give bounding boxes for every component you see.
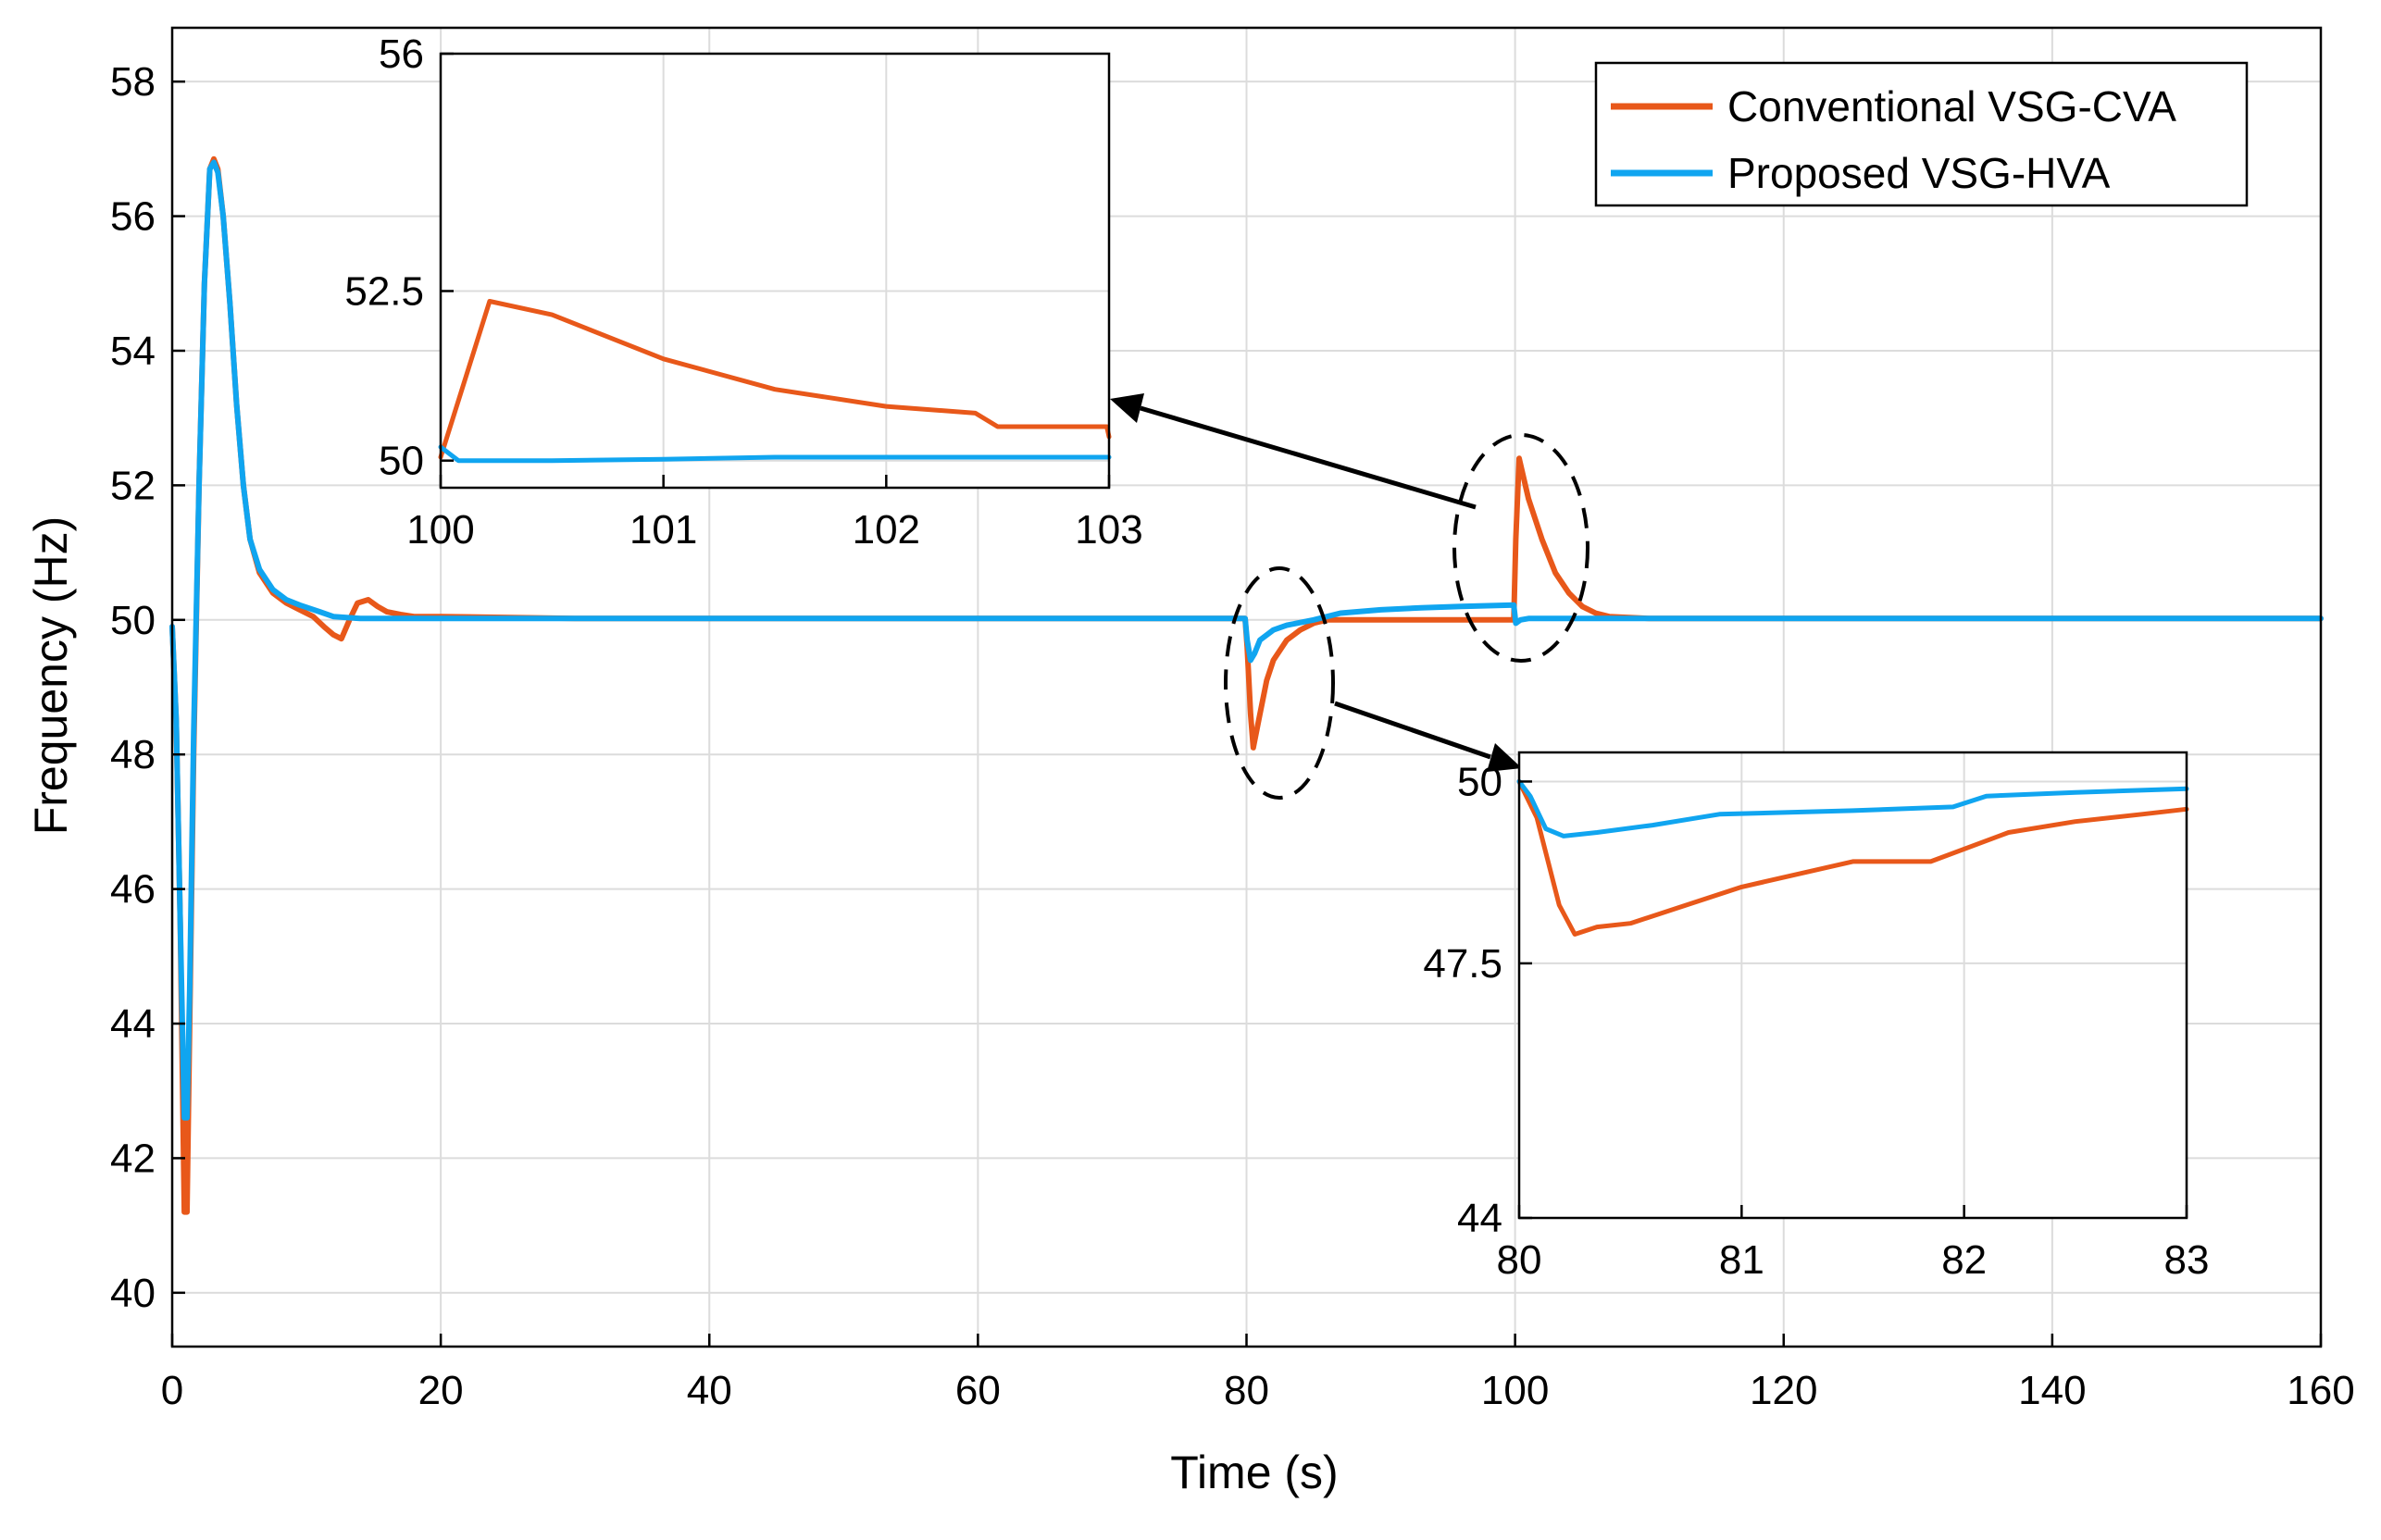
main-y-tick-label-2: 44 (110, 1001, 156, 1047)
inset-bottom-y-tick-label-2: 50 (1457, 759, 1502, 804)
main-x-tick-label-1: 20 (418, 1368, 464, 1413)
main-y-tick-label-4: 48 (110, 732, 156, 777)
legend: Conventional VSG-CVA Proposed VSG-HVA (1594, 61, 2249, 207)
main-x-tick-label-4: 80 (1224, 1368, 1269, 1413)
inset-bottom-zoom: 80 81 82 83 44 47.5 50 (1423, 751, 2210, 1283)
main-series-lines (169, 155, 2324, 1215)
inset-top-zoom: 100 101 102 103 50 52.5 56 (344, 31, 1142, 553)
zoom-arrow-top (1140, 405, 1477, 510)
legend-box (1594, 61, 2249, 207)
main-y-tick-label-6: 52 (110, 463, 156, 508)
main-x-tick-label-5: 100 (1481, 1368, 1549, 1413)
zoom-arrow-bottom-head (1487, 743, 1522, 772)
legend-label-proposed: Proposed VSG-HVA (1727, 149, 2111, 197)
main-axes-frame (170, 26, 2323, 1348)
inset-top-x-tick-label-1: 101 (630, 507, 697, 553)
main-y-tick-label-9: 58 (110, 59, 156, 105)
x-axis-label: Time (s) (1170, 1447, 1338, 1498)
inset-top-x-tick-label-0: 100 (406, 507, 474, 553)
inset-bottom-y-tick-label-1: 47.5 (1423, 941, 1502, 987)
main-y-tick-label-8: 56 (110, 194, 156, 240)
main-x-tick-label-3: 60 (955, 1368, 1001, 1413)
inset-bottom-frame (1517, 751, 2188, 1220)
main-y-tick-label-7: 54 (110, 329, 156, 374)
main-tick-labels: 0 20 40 60 80 100 120 140 160 40 42 44 46 48 50 52 54 56 5… (110, 59, 2355, 1413)
legend-label-conventional: Conventional VSG-CVA (1727, 82, 2176, 130)
inset-top-y-tick-label-1: 52.5 (344, 268, 424, 314)
inset-top-x-tick-label-3: 103 (1075, 507, 1142, 553)
main-series-line-conventional (169, 155, 2324, 1215)
main-x-tick-label-7: 140 (2018, 1368, 2086, 1413)
inset-bottom-x-tick-label-0: 80 (1497, 1237, 1542, 1283)
main-x-tick-label-6: 120 (1750, 1368, 1817, 1413)
highlight-ellipse-100s (1452, 433, 1589, 663)
inset-bottom-series-line-proposed (1516, 778, 2189, 838)
main-y-tick-label-1: 42 (110, 1136, 156, 1181)
main-series-line-proposed (169, 159, 2324, 1121)
inset-top-frame (439, 52, 1111, 490)
main-y-tick-label-5: 50 (110, 598, 156, 643)
inset-top-series-line-conventional (438, 299, 1112, 460)
highlight-ellipse-80s (1224, 566, 1335, 800)
zoom-arrow-top-head (1110, 393, 1144, 423)
inset-bottom-x-tick-label-3: 83 (2164, 1237, 2210, 1283)
inset-top-x-tick-label-2: 102 (853, 507, 920, 553)
inset-bottom-x-tick-label-1: 81 (1719, 1237, 1764, 1283)
y-axis-label: Frequency (Hz) (25, 516, 77, 836)
inset-bottom-x-tick-label-2: 82 (1941, 1237, 1987, 1283)
main-x-tick-label-2: 40 (687, 1368, 732, 1413)
inset-bottom-y-tick-label-0: 44 (1457, 1196, 1502, 1241)
inset-top-y-tick-label-2: 56 (379, 31, 424, 77)
inset-top-series-line-proposed (438, 444, 1112, 464)
main-y-tick-label-0: 40 (110, 1271, 156, 1316)
main-x-tick-label-8: 160 (2287, 1368, 2354, 1413)
zoom-arrow-bottom (1334, 701, 1491, 760)
main-y-tick-label-3: 46 (110, 867, 156, 913)
main-x-tick-label-0: 0 (161, 1368, 183, 1413)
inset-bottom-series-line-conventional (1516, 778, 2189, 937)
inset-top-background (441, 54, 1109, 488)
inset-top-y-tick-label-0: 50 (379, 439, 424, 484)
